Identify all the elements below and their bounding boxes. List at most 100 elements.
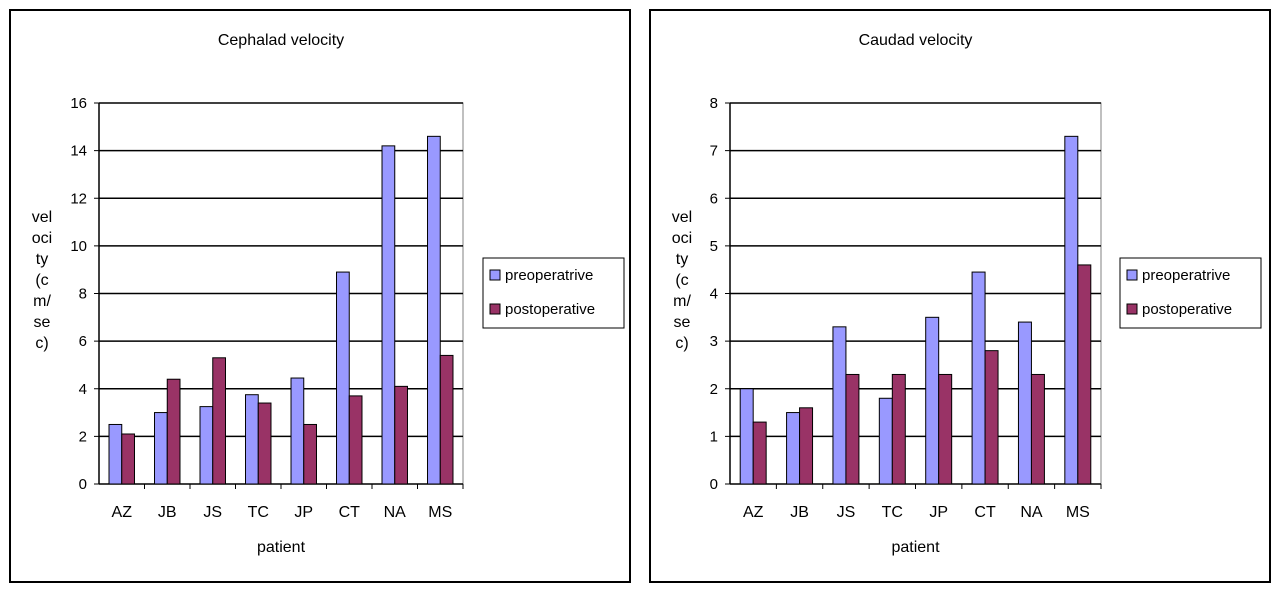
y-tick-label: 6	[79, 333, 87, 350]
y-axis-label-line: m/	[673, 293, 691, 310]
x-axis-label: patient	[257, 539, 306, 556]
bar-postoperative	[166, 378, 181, 485]
x-tick-label: MS	[428, 504, 452, 521]
x-tick-label: AZ	[743, 504, 764, 521]
y-tick-label: 8	[79, 286, 87, 303]
bar-postoperative	[121, 433, 135, 485]
bar-preoperative	[832, 326, 847, 485]
x-tick-label: CT	[974, 504, 996, 521]
y-axis-label-line: c)	[35, 335, 48, 352]
x-tick-label: MS	[1066, 504, 1090, 521]
legend: preoperatrive postoperative	[1119, 257, 1262, 329]
y-tick-label: 8	[710, 95, 718, 112]
bar-postoperative	[348, 395, 363, 485]
bar-preoperative	[971, 271, 986, 485]
x-tick-label: JB	[790, 504, 809, 521]
legend-swatch-preoperative	[489, 269, 501, 281]
legend-swatch-preoperative	[1126, 269, 1138, 281]
y-tick-label: 2	[79, 428, 87, 445]
bar-postoperative	[212, 357, 226, 485]
x-tick-label: AZ	[112, 504, 133, 521]
x-tick-label: NA	[384, 504, 407, 521]
y-tick-label: 4	[710, 286, 718, 303]
bar-preoperative	[245, 394, 259, 485]
y-axis-label-line: ty	[676, 251, 688, 268]
y-tick-label: 1	[710, 428, 718, 445]
bar-postoperative	[752, 421, 767, 485]
bar-preoperative	[199, 406, 214, 485]
y-tick-label: 14	[70, 143, 87, 160]
bar-preoperative	[925, 316, 940, 485]
chart-panel-0: 0 2 4 6 8 10 12 14 16 AZ JB JS TC JP CT NA MS Cephalad ve…	[9, 9, 631, 583]
bar-postoperative	[799, 407, 814, 485]
x-tick-label: JP	[929, 504, 948, 521]
y-axis-label-line: se	[34, 314, 51, 331]
legend-box	[482, 257, 625, 329]
x-tick-label: JS	[203, 504, 222, 521]
bar-postoperative	[984, 350, 999, 485]
y-axis-label-line: m/	[33, 293, 51, 310]
bar-preoperative	[290, 377, 305, 485]
bar-preoperative	[786, 412, 801, 485]
x-tick-label: TC	[882, 504, 903, 521]
y-axis-label-line: vel	[32, 209, 52, 226]
x-axis-label: patient	[891, 539, 940, 556]
legend-swatch-postoperative	[1126, 303, 1138, 315]
legend-box	[1119, 257, 1262, 329]
bar-postoperative	[303, 423, 317, 485]
y-tick-label: 10	[70, 238, 87, 255]
legend-label: preoperatrive	[1142, 267, 1230, 284]
bar-postoperative	[394, 385, 408, 485]
legend-label: postoperative	[1142, 301, 1232, 318]
y-tick-label: 2	[710, 381, 718, 398]
bar-preoperative	[1017, 321, 1032, 485]
bar-preoperative	[381, 145, 396, 485]
bar-postoperative	[1077, 264, 1092, 485]
bar-postoperative	[257, 402, 272, 485]
chart-title: Caudad velocity	[859, 32, 973, 49]
y-tick-label: 0	[710, 476, 718, 493]
y-axis-label-line: ty	[36, 251, 48, 268]
y-tick-label: 16	[70, 95, 87, 112]
bar-postoperative	[938, 373, 953, 485]
y-tick-label: 4	[79, 381, 87, 398]
y-tick-label: 5	[710, 238, 718, 255]
y-axis-label-line: (c	[35, 272, 48, 289]
bar-preoperative	[739, 388, 754, 485]
legend-label: preoperatrive	[505, 267, 593, 284]
bar-preoperative	[878, 397, 893, 485]
bar-preoperative	[427, 135, 441, 485]
x-tick-label: TC	[248, 504, 269, 521]
x-tick-label: NA	[1020, 504, 1043, 521]
bar-preoperative	[108, 423, 123, 485]
legend-swatch-postoperative	[489, 303, 501, 315]
y-tick-label: 0	[79, 476, 87, 493]
y-axis-label-line: c)	[675, 335, 688, 352]
bar-preoperative	[1064, 135, 1079, 485]
x-tick-label: JB	[158, 504, 177, 521]
legend-label: postoperative	[505, 301, 595, 318]
bar-postoperative	[439, 354, 454, 485]
y-axis-label-line: (c	[675, 272, 688, 289]
y-axis-label-line: oci	[32, 230, 52, 247]
y-axis-label-line: se	[674, 314, 691, 331]
chart-panel-1: 0 1 2 3 4 5 6 7 8 AZ JB JS TC JP CT NA MS Caudad velocity…	[649, 9, 1271, 583]
bar-preoperative	[336, 271, 350, 485]
bar-postoperative	[1030, 373, 1045, 485]
bar-postoperative	[845, 373, 860, 485]
bar-postoperative	[891, 373, 906, 485]
y-axis-label-line: oci	[672, 230, 692, 247]
x-tick-label: JP	[294, 504, 313, 521]
y-tick-label: 7	[710, 143, 718, 160]
chart-title: Cephalad velocity	[218, 32, 344, 49]
y-axis-label-line: vel	[672, 209, 692, 226]
y-tick-label: 6	[710, 190, 718, 207]
legend: preoperatrive postoperative	[482, 257, 625, 329]
y-tick-label: 3	[710, 333, 718, 350]
x-tick-label: JS	[837, 504, 856, 521]
y-tick-label: 12	[70, 190, 87, 207]
x-tick-label: CT	[339, 504, 361, 521]
bar-preoperative	[154, 412, 168, 485]
